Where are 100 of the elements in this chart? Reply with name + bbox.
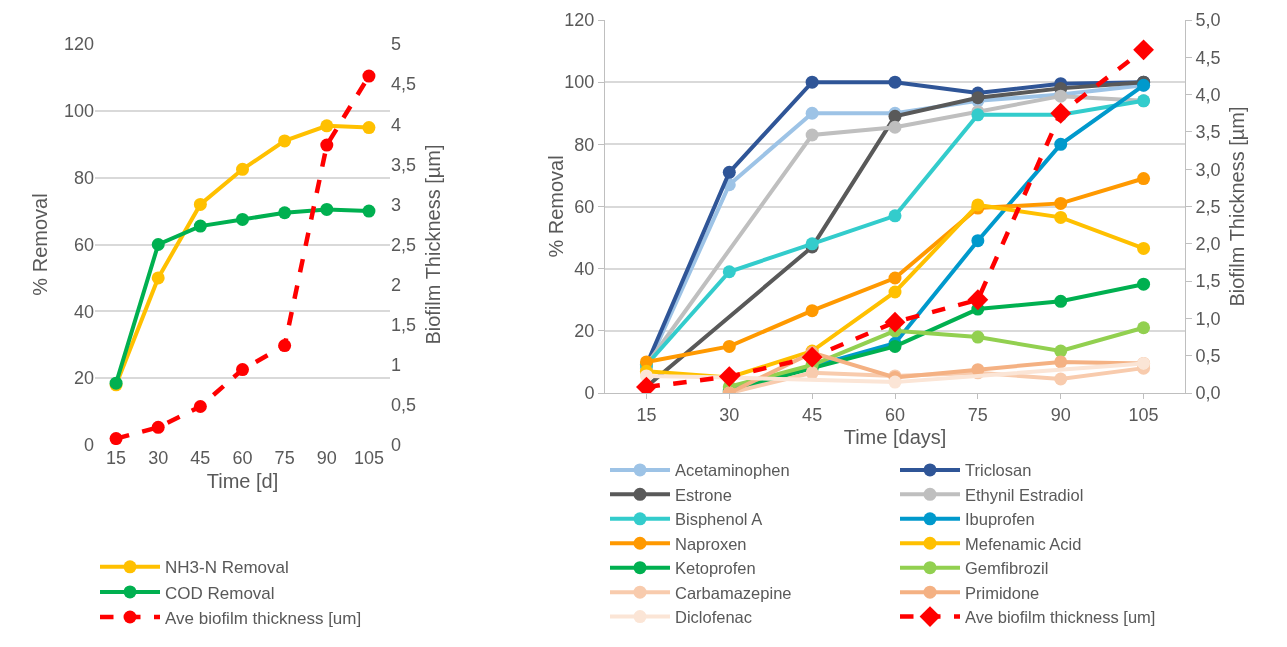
y2-tick-label: 2,5: [1195, 196, 1221, 217]
y2-tick-label: 4,0: [1195, 84, 1221, 105]
point: [236, 162, 249, 176]
point: [801, 346, 823, 368]
y2-axis-title: Biofilm Thickness [µm]: [421, 144, 444, 345]
point: [967, 289, 989, 311]
y-tick-label: 120: [63, 34, 94, 55]
point: [193, 219, 207, 233]
point: [193, 197, 207, 211]
point: [805, 106, 819, 120]
y-tick-label: 40: [574, 258, 595, 279]
y2-tick-label: 4,5: [391, 74, 417, 95]
y2-tick-label: 4: [391, 114, 402, 135]
x-tick-label: 30: [719, 404, 740, 425]
point: [888, 209, 902, 223]
y2-tick-label: 1,0: [1195, 308, 1221, 329]
y-tick-label: 60: [574, 196, 595, 217]
x-tick-label: 60: [884, 404, 906, 425]
y2-tick-label: 3,5: [391, 154, 417, 175]
legend-label: Diclofenac: [675, 608, 753, 627]
point: [722, 265, 736, 279]
y2-tick-label: 0,0: [1195, 383, 1221, 404]
legend-label: COD Removal: [165, 583, 275, 603]
y-tick-label: 120: [564, 10, 595, 31]
point: [888, 375, 902, 389]
point: [1137, 277, 1151, 291]
y2-tick-label: 3,5: [1195, 122, 1221, 143]
point: [1054, 294, 1068, 308]
y-axis-title: % Removal: [545, 155, 567, 258]
y2-tick-label: 1: [391, 355, 402, 376]
y2-tick-label: 2,0: [1195, 234, 1221, 255]
y-tick-label: 40: [73, 301, 94, 322]
legend-label: Triclosan: [965, 461, 1032, 480]
point: [236, 363, 249, 377]
y2-tick-label: 3: [391, 194, 402, 215]
x-axis-title: Time [days]: [843, 426, 947, 449]
point: [278, 134, 292, 148]
legend-label: Ave biofilm thickness [um]: [165, 608, 362, 628]
point: [320, 138, 334, 152]
point: [888, 75, 902, 89]
x-tick-label: 15: [106, 448, 127, 468]
legend-label: Ethynil Estradiol: [965, 485, 1084, 504]
point: [805, 304, 819, 318]
y-tick-label: 0: [83, 435, 94, 456]
y2-tick-label: 0: [391, 435, 402, 456]
y2-tick-label: 3,0: [1195, 159, 1221, 180]
x-tick-label: 105: [353, 448, 384, 468]
point: [1050, 102, 1072, 124]
x-tick-label: 90: [316, 448, 337, 468]
point: [888, 285, 902, 299]
y2-tick-label: 1,5: [391, 315, 417, 335]
point: [278, 339, 292, 353]
x-tick-label: 45: [190, 448, 211, 468]
point: [888, 271, 902, 285]
point: [193, 400, 207, 413]
point: [1054, 355, 1068, 369]
y-tick-label: 20: [574, 321, 595, 342]
legend-label: Acetaminophen: [675, 461, 790, 480]
point: [362, 121, 376, 135]
point: [805, 75, 819, 89]
point: [805, 128, 819, 142]
point: [722, 165, 736, 179]
y2-tick-label: 2: [391, 274, 402, 295]
point: [362, 69, 376, 83]
point: [1137, 321, 1151, 335]
y-tick-label: 20: [73, 368, 94, 389]
legend-label: Naproxen: [675, 534, 747, 553]
point: [278, 206, 292, 220]
point: [884, 311, 906, 333]
legend-label: Mefenamic Acid: [965, 534, 1082, 553]
x-tick-label: 15: [636, 404, 657, 425]
point: [1133, 39, 1154, 61]
point: [1054, 196, 1068, 210]
y2-tick-label: 5,0: [1195, 10, 1221, 31]
x-tick-label: 75: [967, 404, 988, 425]
x-tick-label: 105: [1128, 404, 1159, 425]
point: [1054, 137, 1068, 151]
x-axis-title: Time [d]: [206, 469, 279, 492]
point: [362, 204, 376, 218]
legend-label: NH3-N Removal: [165, 558, 289, 578]
point: [1054, 344, 1068, 358]
legend-label: Carbamazepine: [675, 583, 792, 602]
legend-label: Bisphenol A: [675, 510, 763, 529]
y2-tick-label: 5: [391, 34, 402, 55]
point: [1137, 172, 1151, 186]
point: [320, 202, 334, 216]
legend-label: Estrone: [675, 485, 732, 504]
y2-tick-label: 1,5: [1195, 271, 1221, 292]
point: [971, 234, 985, 248]
point: [1054, 372, 1068, 386]
y-tick-label: 100: [63, 101, 94, 122]
point: [320, 119, 334, 133]
legend-label: Ibuprofen: [965, 510, 1035, 529]
point: [722, 339, 736, 353]
x-tick-label: 75: [274, 448, 295, 468]
point: [109, 432, 123, 445]
legend-label: Ketoprofen: [675, 559, 756, 578]
y-tick-label: 60: [73, 234, 94, 255]
point: [1054, 210, 1068, 224]
y-tick-label: 100: [564, 72, 595, 93]
